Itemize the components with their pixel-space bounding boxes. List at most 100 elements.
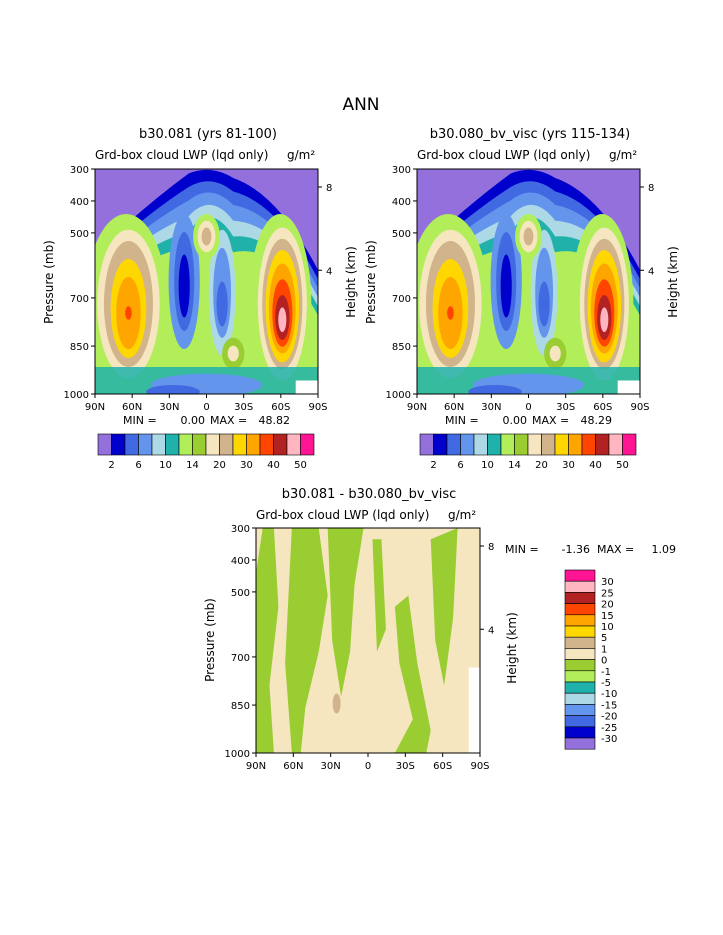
colorbar-swatch: [568, 433, 583, 456]
colorbar-label: -10: [601, 689, 617, 700]
colorbar-label: 6: [457, 460, 463, 471]
missing-data-mask: [617, 380, 640, 394]
x-tick-label: 30N: [159, 402, 179, 413]
colorbar-label: 40: [267, 460, 280, 471]
panel-1-colorbar: 2 6 10 14 20 30 40 50: [97, 433, 315, 471]
panel-1-max-value: 48.82: [259, 414, 291, 427]
contour-band: [549, 345, 561, 362]
colorbar-swatch: [581, 433, 596, 456]
panel-3-y2label: Height (km): [505, 612, 519, 683]
contour-panel-2: b30.080_bv_visc (yrs 115-134) Grd-box cl…: [364, 127, 680, 471]
contour-band: [327, 528, 364, 697]
panel-2-max-value: 48.29: [581, 414, 613, 427]
colorbar-swatch: [541, 433, 556, 456]
x-tick-label: 90S: [308, 402, 327, 413]
y-tick-label: 700: [231, 653, 250, 664]
panel-2-plot-area: [417, 169, 640, 394]
y-tick-label: 850: [231, 701, 250, 712]
colorbar-label: 40: [589, 460, 602, 471]
y-tick-label: 700: [392, 294, 411, 305]
y-tick-label: 400: [392, 197, 411, 208]
panel-1-plot-area: [95, 169, 318, 394]
panel-3-axes: 300 400 500 700 850 1000 8 4 90N 60N 30N 0 30S 60S 90S: [225, 524, 495, 772]
y2-tick-label: 8: [488, 542, 494, 553]
colorbar-label: 25: [601, 588, 614, 599]
colorbar-swatch: [564, 670, 596, 683]
y-tick-label: 300: [231, 524, 250, 535]
colorbar-swatch: [608, 433, 623, 456]
colorbar-label: -15: [601, 700, 617, 711]
panel-2-axes: 300 400 500 700 850 1000 8 4 90N 60N 30N 0 30S 60S 90S: [386, 165, 655, 413]
colorbar-swatch: [564, 625, 596, 638]
panel-3-title: b30.081 - b30.080_bv_visc: [282, 487, 457, 502]
colorbar-swatch: [622, 433, 637, 456]
colorbar-swatch: [487, 433, 502, 456]
colorbar-label: 15: [601, 611, 614, 622]
y-tick-label: 500: [392, 229, 411, 240]
contour-band: [256, 528, 279, 753]
x-tick-label: 30N: [481, 402, 501, 413]
x-tick-label: 0: [525, 402, 531, 413]
y-tick-label: 850: [70, 342, 89, 353]
panel-1-min-value: 0.00: [181, 414, 206, 427]
colorbar-swatch: [564, 692, 596, 705]
x-tick-label: 60N: [283, 761, 303, 772]
colorbar-swatch: [564, 636, 596, 649]
panel-2-max-label: MAX =: [532, 414, 569, 427]
colorbar-label: 0: [601, 656, 607, 667]
colorbar-swatch: [527, 433, 542, 456]
contour-band: [201, 227, 212, 246]
page-title: ANN: [342, 95, 379, 115]
colorbar-swatch: [564, 704, 596, 716]
colorbar-label: -5: [601, 678, 611, 689]
y-tick-label: 850: [392, 342, 411, 353]
colorbar-swatch: [111, 433, 126, 456]
contour-field: [417, 169, 640, 394]
y-tick-label: 700: [70, 294, 89, 305]
colorbar-label: 50: [294, 460, 307, 471]
contour-band: [538, 281, 550, 327]
colorbar-swatch: [564, 659, 596, 672]
colorbar-label: 30: [562, 460, 575, 471]
contour-band: [447, 306, 454, 320]
colorbar-swatch: [419, 433, 434, 456]
x-tick-label: 60N: [122, 402, 142, 413]
panel-1-y2label: Height (km): [344, 246, 358, 317]
x-tick-label: 90S: [470, 761, 489, 772]
panel-2-subtitle: Grd-box cloud LWP (lqd only): [417, 148, 590, 162]
panel-3-units: g/m²: [448, 508, 476, 522]
colorbar-swatch: [232, 433, 247, 456]
contour-field: [95, 169, 318, 394]
colorbar-swatch: [165, 433, 180, 456]
missing-data-mask: [295, 380, 318, 394]
contour-band: [332, 693, 341, 714]
colorbar-swatch: [124, 433, 139, 456]
y-tick-label: 300: [70, 165, 89, 176]
contour-band: [178, 254, 190, 318]
contour-band: [285, 528, 328, 753]
panel-2-units: g/m²: [609, 148, 637, 162]
contour-panel-difference: b30.081 - b30.080_bv_visc Grd-box cloud …: [203, 487, 676, 772]
panel-3-min-label: MIN =: [505, 543, 539, 556]
panel-1-ylabel: Pressure (mb): [42, 240, 56, 324]
colorbar-swatch: [514, 433, 529, 456]
y2-tick-label: 8: [648, 183, 654, 194]
y-tick-label: 300: [392, 165, 411, 176]
panel-2-min-value: 0.00: [503, 414, 528, 427]
colorbar-label: 30: [240, 460, 253, 471]
colorbar-label: 30: [601, 577, 614, 588]
colorbar-swatch: [564, 726, 596, 739]
colorbar-label: 5: [601, 633, 607, 644]
contour-band: [523, 227, 534, 246]
panel-3-plot-area: [256, 528, 480, 753]
colorbar-label: 10: [159, 460, 172, 471]
contour-band: [372, 539, 386, 652]
x-tick-label: 30S: [556, 402, 575, 413]
panel-1-subtitle: Grd-box cloud LWP (lqd only): [95, 148, 268, 162]
colorbar-label: 20: [601, 600, 614, 611]
colorbar-label: -30: [601, 734, 617, 745]
colorbar-swatch: [151, 433, 166, 456]
panel-1-title: b30.081 (yrs 81-100): [139, 127, 277, 142]
